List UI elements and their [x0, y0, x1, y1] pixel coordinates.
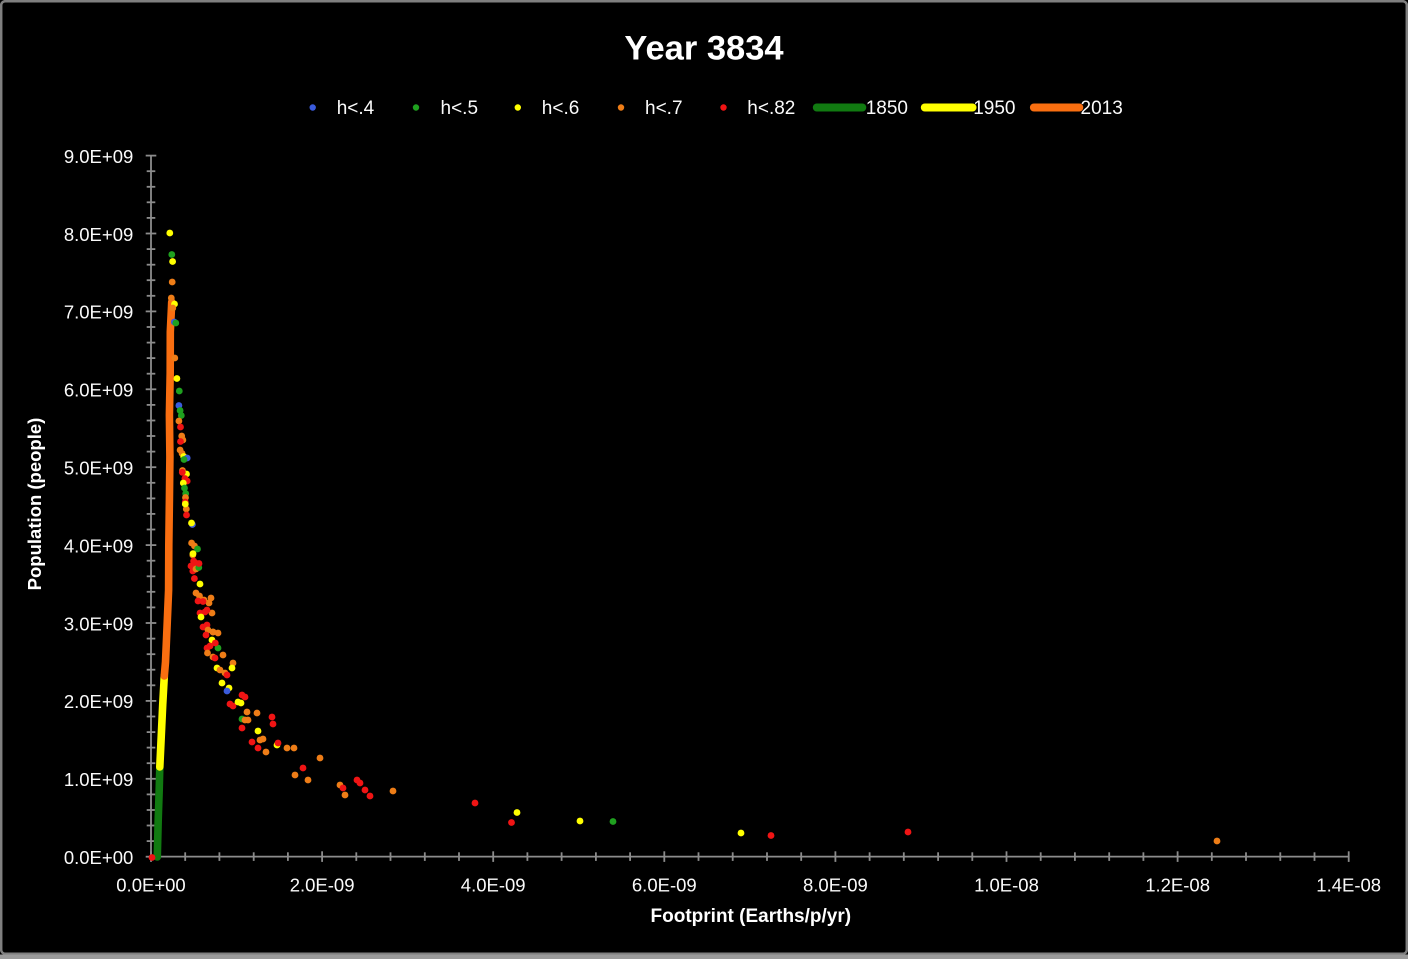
svg-text:0.0E+00: 0.0E+00 — [116, 875, 185, 896]
svg-text:6.0E-09: 6.0E-09 — [632, 875, 697, 896]
svg-text:1.4E-08: 1.4E-08 — [1316, 875, 1381, 896]
svg-text:2013: 2013 — [1081, 98, 1123, 119]
svg-text:1850: 1850 — [866, 98, 908, 119]
svg-text:7.0E+09: 7.0E+09 — [64, 302, 133, 323]
svg-text:h<.5: h<.5 — [441, 98, 479, 119]
svg-text:3.0E+09: 3.0E+09 — [64, 613, 133, 634]
svg-text:Footprint (Earths/p/yr): Footprint (Earths/p/yr) — [651, 906, 852, 927]
svg-text:4.0E-09: 4.0E-09 — [461, 875, 526, 896]
svg-text:1.2E-08: 1.2E-08 — [1145, 875, 1210, 896]
svg-text:1.0E+09: 1.0E+09 — [64, 769, 133, 790]
svg-text:0.0E+00: 0.0E+00 — [64, 847, 133, 868]
svg-text:2.0E-09: 2.0E-09 — [290, 875, 355, 896]
svg-text:5.0E+09: 5.0E+09 — [64, 458, 133, 479]
svg-text:6.0E+09: 6.0E+09 — [64, 380, 133, 401]
svg-text:4.0E+09: 4.0E+09 — [64, 535, 133, 556]
svg-text:Year 3834: Year 3834 — [624, 30, 783, 68]
svg-text:9.0E+09: 9.0E+09 — [64, 146, 133, 167]
svg-text:8.0E+09: 8.0E+09 — [64, 224, 133, 245]
svg-text:1950: 1950 — [973, 98, 1015, 119]
svg-text:h<.7: h<.7 — [645, 98, 683, 119]
svg-text:Population (people): Population (people) — [24, 418, 45, 591]
svg-text:2.0E+09: 2.0E+09 — [64, 691, 133, 712]
svg-text:8.0E-09: 8.0E-09 — [803, 875, 868, 896]
svg-text:h<.6: h<.6 — [542, 98, 580, 119]
svg-text:h<.82: h<.82 — [747, 98, 795, 119]
svg-text:1.0E-08: 1.0E-08 — [974, 875, 1039, 896]
svg-text:h<.4: h<.4 — [337, 98, 375, 119]
